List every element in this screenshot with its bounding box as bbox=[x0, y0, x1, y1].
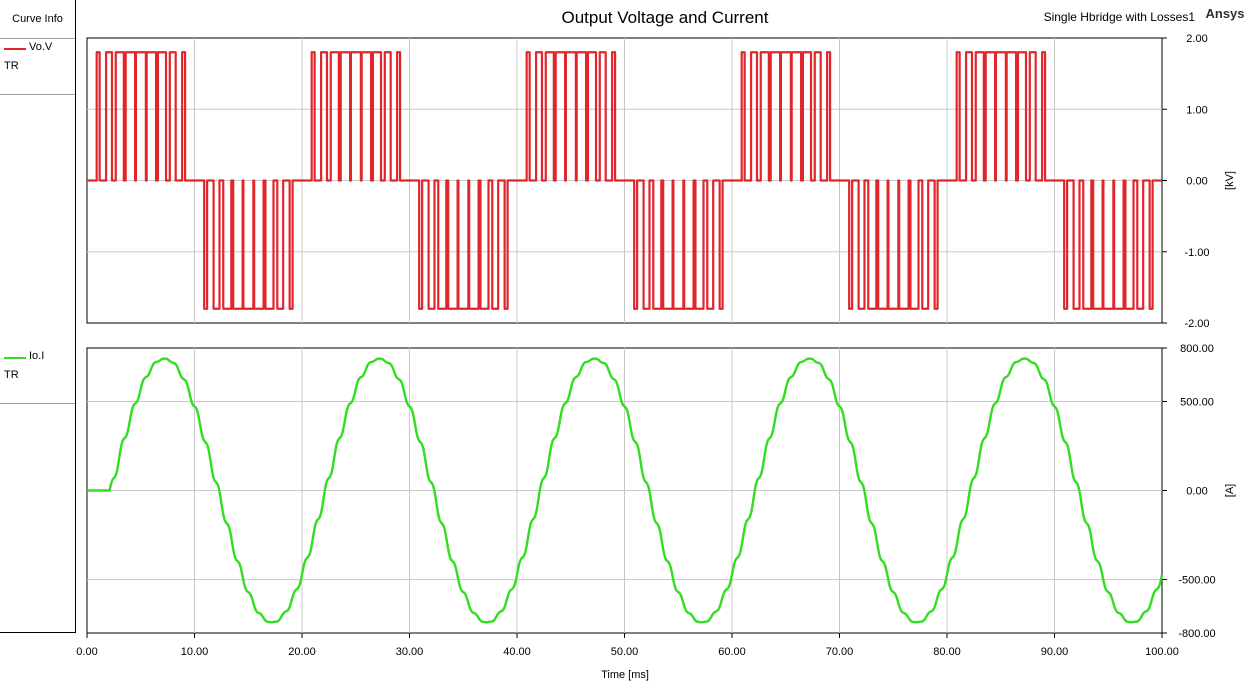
y-tick-label: 0.00 bbox=[1186, 486, 1207, 498]
brand-logo: Ansys bbox=[1205, 6, 1245, 21]
current-legend-swatch bbox=[4, 357, 26, 359]
voltage-legend-sub: TR bbox=[4, 60, 19, 72]
curve-info-panel: Curve Info Vo.V TR Io.I TR bbox=[0, 0, 76, 633]
y-axis-unit: [A] bbox=[1224, 484, 1236, 497]
y-tick-label: 0.00 bbox=[1186, 176, 1207, 188]
y-tick-label: 800.00 bbox=[1180, 343, 1214, 355]
x-tick-label: 90.00 bbox=[1041, 646, 1069, 658]
x-tick-label: 60.00 bbox=[718, 646, 746, 658]
time-axis: 0.00 10.00 20.00 30.00 40.00 50.00 60.00 70.00 8… bbox=[76, 633, 1179, 681]
curve-info-header: Curve Info bbox=[0, 0, 75, 39]
x-axis-label: Time [ms] bbox=[601, 669, 649, 681]
voltage-legend-swatch bbox=[4, 48, 26, 50]
x-tick-label: 10.00 bbox=[181, 646, 209, 658]
x-tick-label: 100.00 bbox=[1145, 646, 1179, 658]
x-tick-label: 50.00 bbox=[611, 646, 639, 658]
y-tick-label: 500.00 bbox=[1180, 396, 1214, 408]
y-tick-label: -500.00 bbox=[1178, 575, 1215, 587]
x-tick-label: 40.00 bbox=[503, 646, 531, 658]
y-tick-label: 2.00 bbox=[1186, 33, 1207, 45]
x-tick-label: 70.00 bbox=[826, 646, 854, 658]
voltage-legend-name: Vo.V bbox=[29, 41, 53, 53]
y-tick-label: -2.00 bbox=[1184, 318, 1209, 330]
legend-item-voltage[interactable]: Vo.V TR bbox=[0, 39, 75, 95]
chart-title: Output Voltage and Current bbox=[561, 8, 769, 27]
x-tick-label: 80.00 bbox=[933, 646, 961, 658]
y-tick-label: -1.00 bbox=[1184, 247, 1209, 259]
x-tick-label: 20.00 bbox=[288, 646, 316, 658]
current-series-line bbox=[86, 357, 1164, 624]
current-legend-name: Io.I bbox=[29, 350, 45, 362]
design-name: Single Hbridge with Losses1 bbox=[1043, 10, 1195, 24]
y-tick-label: -800.00 bbox=[1178, 628, 1215, 640]
voltage-plot[interactable]: 2.00 1.00 0.00 -1.00 -2.00 [kV] bbox=[86, 33, 1236, 330]
voltage-series-line bbox=[86, 51, 1163, 310]
y-axis-unit: [kV] bbox=[1224, 171, 1236, 190]
legend-item-current[interactable]: Io.I TR bbox=[0, 348, 75, 404]
current-plot[interactable]: 800.00 500.00 0.00 -500.00 -800.00 [A] bbox=[86, 343, 1236, 640]
current-legend-sub: TR bbox=[4, 369, 19, 381]
y-tick-label: 1.00 bbox=[1186, 104, 1207, 116]
x-tick-label: 30.00 bbox=[396, 646, 424, 658]
x-tick-label: 0.00 bbox=[76, 646, 97, 658]
